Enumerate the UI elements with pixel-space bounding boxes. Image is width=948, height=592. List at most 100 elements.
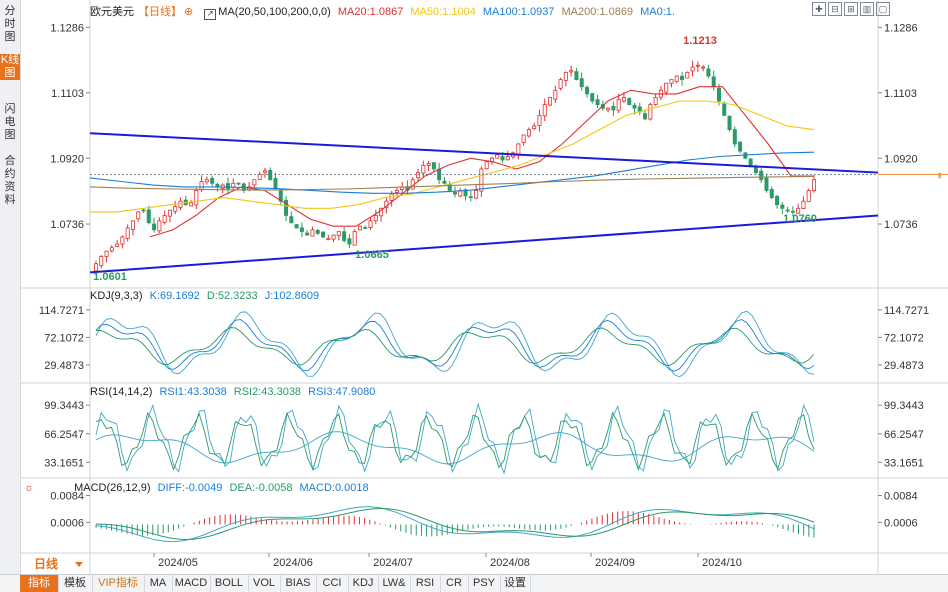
indicator-tab[interactable]: BIAS — [280, 575, 317, 592]
candle-body — [442, 180, 447, 184]
settings-icon[interactable]: ☼ — [24, 482, 35, 494]
candle-body — [780, 204, 785, 209]
candle-body — [505, 156, 510, 161]
indicator-tab[interactable]: MA — [144, 575, 173, 592]
indicator-tab[interactable]: 模板 — [58, 575, 93, 592]
kdj-d-value: D:52.3233 — [206, 290, 258, 302]
kdj-header: KDJ(9,3,3) K:69.1692 D:52.3233 J:102.860… — [90, 290, 323, 302]
zoom-in-icon[interactable]: ⊞ — [844, 2, 858, 16]
candle-body — [321, 231, 326, 238]
candle-body — [558, 79, 563, 89]
indicator-tab[interactable]: 设置 — [500, 575, 531, 592]
candle-body — [548, 97, 553, 106]
tab-kline[interactable]: K线图 — [0, 54, 20, 80]
candle-body — [690, 66, 695, 72]
candle-body — [368, 220, 373, 228]
candle-body — [500, 156, 505, 161]
indicator-tab[interactable]: KDJ — [348, 575, 379, 592]
candle-body — [305, 232, 310, 236]
price-axis-label-left: 1.1103 — [51, 88, 84, 100]
candle-body — [526, 129, 531, 137]
candle-body — [157, 220, 162, 232]
candle-body — [775, 195, 780, 206]
rsi2-value: RSI2:43.3038 — [233, 386, 302, 398]
ma50-value: MA50:1.1004 — [410, 6, 476, 18]
target-icon[interactable]: ⊕ — [184, 6, 194, 18]
indicator-tab[interactable]: MACD — [172, 575, 211, 592]
period-selector[interactable]: 日线 — [34, 557, 59, 571]
candle-body — [553, 89, 558, 100]
indicator-tab[interactable]: LW& — [378, 575, 411, 592]
candle-body — [120, 236, 125, 245]
candle-body — [326, 238, 331, 241]
candle-body — [806, 190, 811, 203]
crosshair-icon[interactable]: ✚ — [812, 2, 826, 16]
ma100-value: MA100:1.0937 — [482, 6, 555, 18]
kdj-axis-label-right: 114.7271 — [884, 305, 929, 317]
candle-body — [732, 129, 737, 145]
candle-body — [474, 190, 479, 199]
candle-body — [479, 168, 484, 192]
ma200-value: MA200:1.0869 — [561, 6, 634, 18]
trend-line — [89, 214, 879, 274]
indicator-tab[interactable]: RSI — [410, 575, 441, 592]
period-dropdown-icon[interactable] — [75, 562, 83, 567]
candle-body — [257, 173, 262, 180]
indicator-bar: 指标 模板 VIP指标 MA MACD BOLL VOL BIAS CCI KDJ LW& RSI CR… — [0, 574, 948, 592]
candle-body — [173, 206, 178, 212]
fullscreen-icon[interactable]: ▢ — [876, 2, 890, 16]
candle-body — [146, 209, 151, 224]
candle-body — [162, 215, 167, 223]
price-axis-label-right: 1.1103 — [884, 88, 917, 100]
macd-label: MACD(26,12,9) — [74, 482, 151, 494]
indicator-tab[interactable]: VOL — [248, 575, 281, 592]
symbol-name: 欧元美元 — [90, 6, 134, 18]
tab-flash[interactable]: 闪电图 — [4, 103, 16, 141]
candle-body — [716, 87, 721, 102]
candle-body — [812, 179, 817, 192]
indicator-tab[interactable]: BOLL — [210, 575, 249, 592]
candle-body — [574, 71, 579, 80]
macd-header: ☼ MACD(26,12,9) DIFF:-0.0049 DEA:-0.0058 … — [24, 482, 373, 494]
candle-body — [643, 113, 648, 120]
candle-body — [357, 225, 362, 231]
macd-dea-value: DEA:-0.0058 — [229, 482, 293, 494]
kdj-k-value: K:69.1692 — [149, 290, 200, 302]
candle-body — [532, 125, 537, 130]
tab-timeshare[interactable]: 分时图 — [4, 5, 16, 43]
ma-label: MA(20,50,100,200,0,0) — [218, 6, 331, 18]
ma50-line — [90, 100, 815, 213]
candle-body — [141, 209, 146, 212]
candle-body — [621, 97, 626, 102]
candle-body — [796, 207, 801, 214]
rsi-axis-label-left: 66.2547 — [44, 429, 84, 441]
indicator-tab[interactable]: CCI — [316, 575, 349, 592]
macd-diff-line — [95, 506, 815, 543]
candle-body — [352, 231, 357, 246]
candle-body — [452, 192, 457, 195]
indicator-tab[interactable]: CR — [440, 575, 469, 592]
period-tag[interactable]: 【日线】 — [138, 6, 182, 18]
candle-body — [711, 76, 716, 88]
candle-body — [331, 234, 336, 240]
indicator-tab[interactable]: VIP指标 — [92, 575, 145, 592]
kdj-axis-label-right: 29.4873 — [884, 360, 924, 372]
indicator-tab[interactable]: PSY — [468, 575, 501, 592]
date-label: 2024/08 — [490, 557, 530, 569]
candle-body — [579, 78, 584, 88]
trend-line — [89, 132, 879, 174]
tab-contract-info[interactable]: 合约资料 — [4, 155, 16, 206]
price-axis-label-right: 1.1286 — [884, 22, 918, 34]
rsi-axis-label-right: 66.2547 — [884, 429, 924, 441]
candle-body — [236, 182, 241, 185]
rsi-axis-label-right: 99.3443 — [884, 400, 924, 412]
indicator-tab[interactable]: 指标 — [20, 575, 59, 592]
zoom-out-icon[interactable]: ⊟ — [828, 2, 842, 16]
candle-body — [759, 170, 764, 181]
candle-body — [753, 166, 758, 173]
candle-body — [722, 102, 727, 116]
layout-icon[interactable]: ▥ — [860, 2, 874, 16]
candle-body — [189, 202, 194, 207]
candle-body — [611, 105, 616, 111]
indicator-icon[interactable]: ↗ — [204, 9, 217, 20]
